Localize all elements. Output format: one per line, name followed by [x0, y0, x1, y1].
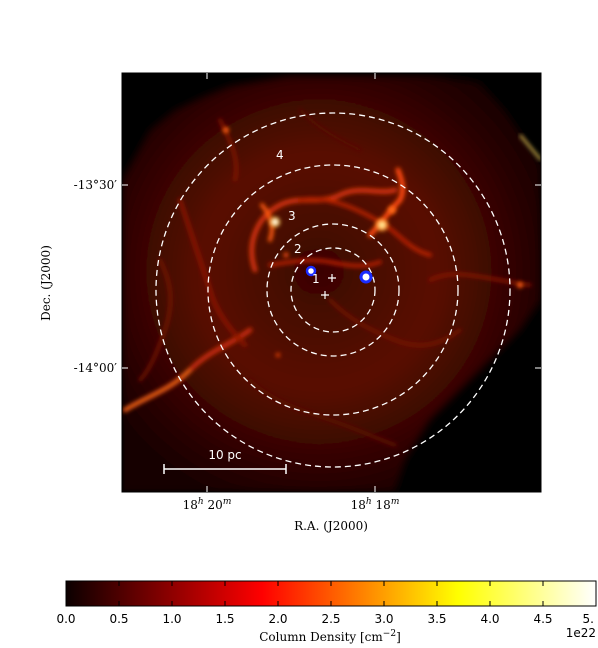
y-tick-label: -13°30′	[74, 178, 118, 192]
colorbar-offset-text: 1e22	[566, 626, 596, 640]
annulus-rings	[155, 112, 511, 468]
x-tick-label: 18h 18m	[351, 497, 400, 512]
ring-label: 1	[312, 272, 320, 286]
colorbar-tick-label: 3.0	[374, 612, 393, 626]
center-crosses	[321, 274, 336, 299]
colorbar-tick-label: 0.5	[109, 612, 128, 626]
colorbar-label: Column Density [cm−2]	[259, 629, 401, 644]
cross-marker	[328, 274, 336, 282]
colorbar-tick-label: 4.5	[533, 612, 552, 626]
source-circle	[359, 270, 373, 284]
colorbar-tick-label: 0.0	[56, 612, 75, 626]
colorbar-tick-label: 2.0	[268, 612, 287, 626]
colorbar-tick-label: 1.5	[215, 612, 234, 626]
ring-labels: 1 2 3 4	[276, 148, 320, 286]
ring-label: 2	[294, 242, 302, 256]
ring-label: 3	[288, 209, 296, 223]
y-tick-label: -14°00′	[74, 361, 118, 375]
colorbar-tick-label: 3.5	[427, 612, 446, 626]
colorbar-tick-label: 2.5	[321, 612, 340, 626]
ring-1	[290, 247, 376, 333]
axis-ticks	[122, 73, 541, 492]
image-frame	[121, 72, 542, 493]
colorbar-ticks: 0.0 0.5 1.0 1.5 2.0 2.5 3.0 3.5 4.0 4.5 5.	[56, 581, 597, 626]
ring-3	[207, 164, 459, 416]
scale-bar-label: 10 pc	[208, 448, 241, 462]
source-markers	[305, 265, 373, 284]
x-axis-label: R.A. (J2000)	[294, 519, 368, 533]
ring-label: 4	[276, 148, 284, 162]
x-tick-label: 18h 20m	[183, 497, 232, 512]
colorbar-tick-label: 1.0	[162, 612, 181, 626]
y-axis-label: Dec. (J2000)	[39, 245, 53, 321]
ring-2	[266, 223, 400, 357]
source-circle	[305, 265, 317, 277]
column-density-map	[122, 73, 541, 492]
scale-bar: 10 pc	[163, 448, 287, 474]
colorbar-tick-label: 5.	[583, 612, 594, 626]
cross-marker	[321, 291, 329, 299]
ring-4	[155, 112, 511, 468]
colorbar: 0.0 0.5 1.0 1.5 2.0 2.5 3.0 3.5 4.0 4.5 5. 1e22 Co…	[56, 580, 597, 644]
colorbar-tick-label: 4.0	[480, 612, 499, 626]
